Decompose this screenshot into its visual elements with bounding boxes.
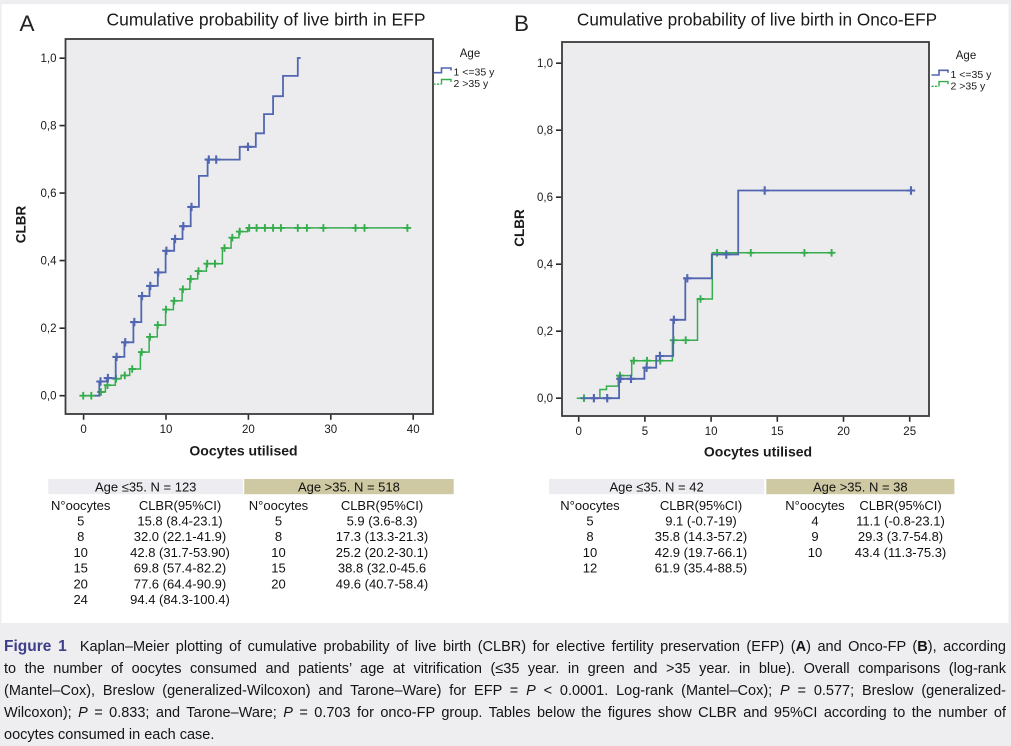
svg-text:0,2: 0,2 [41, 323, 57, 335]
svg-text:5: 5 [642, 426, 648, 438]
svg-text:0,0: 0,0 [537, 393, 553, 405]
svg-text:20: 20 [271, 576, 285, 591]
svg-text:10: 10 [271, 545, 285, 560]
svg-text:N°oocytes: N°oocytes [51, 498, 111, 513]
svg-text:40: 40 [407, 424, 420, 436]
svg-text:B: B [514, 11, 529, 36]
svg-text:CLBR(95%CI): CLBR(95%CI) [341, 498, 423, 513]
svg-text:1 <=35 y: 1 <=35 y [454, 67, 496, 79]
svg-text:0,4: 0,4 [41, 256, 58, 268]
svg-text:15: 15 [271, 561, 285, 576]
svg-text:10: 10 [160, 424, 173, 436]
svg-text:1,0: 1,0 [537, 58, 553, 70]
svg-text:0,0: 0,0 [41, 391, 57, 403]
svg-text:29.3 (3.7-54.8): 29.3 (3.7-54.8) [858, 529, 943, 544]
svg-text:20: 20 [242, 424, 255, 436]
svg-text:15: 15 [771, 426, 784, 438]
svg-text:CLBR: CLBR [512, 209, 527, 247]
svg-text:24: 24 [73, 592, 87, 607]
svg-text:0,4: 0,4 [537, 259, 554, 271]
svg-text:0,8: 0,8 [537, 125, 553, 137]
svg-text:0,8: 0,8 [41, 121, 57, 133]
svg-text:11.1 (-0.8-23.1): 11.1 (-0.8-23.1) [856, 513, 945, 528]
svg-text:CLBR(95%CI): CLBR(95%CI) [660, 498, 742, 513]
svg-text:2 >35 y: 2 >35 y [454, 78, 489, 90]
svg-text:9: 9 [811, 529, 818, 544]
svg-text:25.2 (20.2-30.1): 25.2 (20.2-30.1) [336, 545, 429, 560]
svg-text:Age >35. N = 518: Age >35. N = 518 [298, 479, 400, 494]
svg-text:69.8 (57.4-82.2): 69.8 (57.4-82.2) [134, 561, 227, 576]
svg-text:42.8 (31.7-53.90): 42.8 (31.7-53.90) [130, 545, 230, 560]
svg-text:10: 10 [583, 545, 597, 560]
svg-text:35.8 (14.3-57.2): 35.8 (14.3-57.2) [655, 529, 748, 544]
svg-text:2 >35 y: 2 >35 y [951, 80, 986, 92]
svg-text:N°oocytes: N°oocytes [560, 498, 620, 513]
svg-text:Age ≤35. N = 42: Age ≤35. N = 42 [609, 479, 703, 494]
svg-text:17.3 (13.3-21.3): 17.3 (13.3-21.3) [336, 529, 429, 544]
svg-text:5.9 (3.6-8.3): 5.9 (3.6-8.3) [347, 513, 418, 528]
svg-text:12: 12 [583, 561, 597, 576]
svg-text:0: 0 [80, 424, 86, 436]
svg-text:Cumulative probability of live: Cumulative probability of live birth in … [106, 10, 425, 30]
svg-text:8: 8 [77, 529, 84, 544]
svg-text:A: A [20, 11, 35, 36]
svg-text:N°oocytes: N°oocytes [785, 498, 845, 513]
svg-text:43.4 (11.3-75.3): 43.4 (11.3-75.3) [855, 545, 947, 560]
svg-text:77.6 (64.4-90.9): 77.6 (64.4-90.9) [134, 576, 227, 591]
svg-text:20: 20 [73, 576, 87, 591]
svg-text:5: 5 [77, 513, 84, 528]
svg-text:0: 0 [575, 426, 581, 438]
svg-text:15.8 (8.4-23.1): 15.8 (8.4-23.1) [137, 513, 222, 528]
svg-text:10: 10 [705, 426, 718, 438]
svg-text:0,2: 0,2 [537, 326, 553, 338]
svg-text:25: 25 [903, 426, 916, 438]
svg-text:CLBR: CLBR [14, 206, 29, 244]
svg-text:8: 8 [275, 529, 282, 544]
svg-text:4: 4 [811, 513, 818, 528]
svg-text:CLBR(95%CI): CLBR(95%CI) [139, 498, 221, 513]
svg-text:0,6: 0,6 [41, 188, 57, 200]
svg-text:38.8 (32.0-45.6: 38.8 (32.0-45.6 [338, 561, 426, 576]
svg-text:Cumulative probability of live: Cumulative probability of live birth in … [577, 10, 937, 30]
svg-text:Oocytes utilised: Oocytes utilised [189, 443, 297, 459]
svg-text:Age: Age [460, 48, 480, 60]
svg-text:20: 20 [837, 426, 850, 438]
svg-text:5: 5 [586, 513, 593, 528]
svg-text:32.0 (22.1-41.9): 32.0 (22.1-41.9) [134, 529, 227, 544]
svg-text:30: 30 [324, 424, 337, 436]
svg-text:15: 15 [73, 561, 87, 576]
svg-text:Oocytes utilised: Oocytes utilised [704, 444, 812, 460]
svg-text:94.4 (84.3-100.4): 94.4 (84.3-100.4) [130, 592, 230, 607]
svg-text:Age >35. N = 38: Age >35. N = 38 [813, 479, 908, 494]
svg-text:Age: Age [956, 50, 976, 62]
svg-text:9.1 (-0.7-19): 9.1 (-0.7-19) [665, 513, 737, 528]
svg-text:10: 10 [808, 545, 822, 560]
svg-text:5: 5 [275, 513, 282, 528]
svg-text:49.6 (40.7-58.4): 49.6 (40.7-58.4) [336, 576, 429, 591]
svg-text:0,6: 0,6 [537, 192, 553, 204]
svg-text:1,0: 1,0 [41, 53, 57, 65]
svg-text:1 <=35 y: 1 <=35 y [951, 69, 993, 81]
svg-text:N°oocytes: N°oocytes [249, 498, 309, 513]
svg-text:8: 8 [586, 529, 593, 544]
svg-text:CLBR(95%CI): CLBR(95%CI) [859, 498, 941, 513]
svg-text:61.9 (35.4-88.5): 61.9 (35.4-88.5) [655, 561, 748, 576]
svg-text:Age ≤35. N = 123: Age ≤35. N = 123 [95, 479, 196, 494]
svg-text:42.9 (19.7-66.1): 42.9 (19.7-66.1) [655, 545, 748, 560]
svg-text:10: 10 [73, 545, 87, 560]
